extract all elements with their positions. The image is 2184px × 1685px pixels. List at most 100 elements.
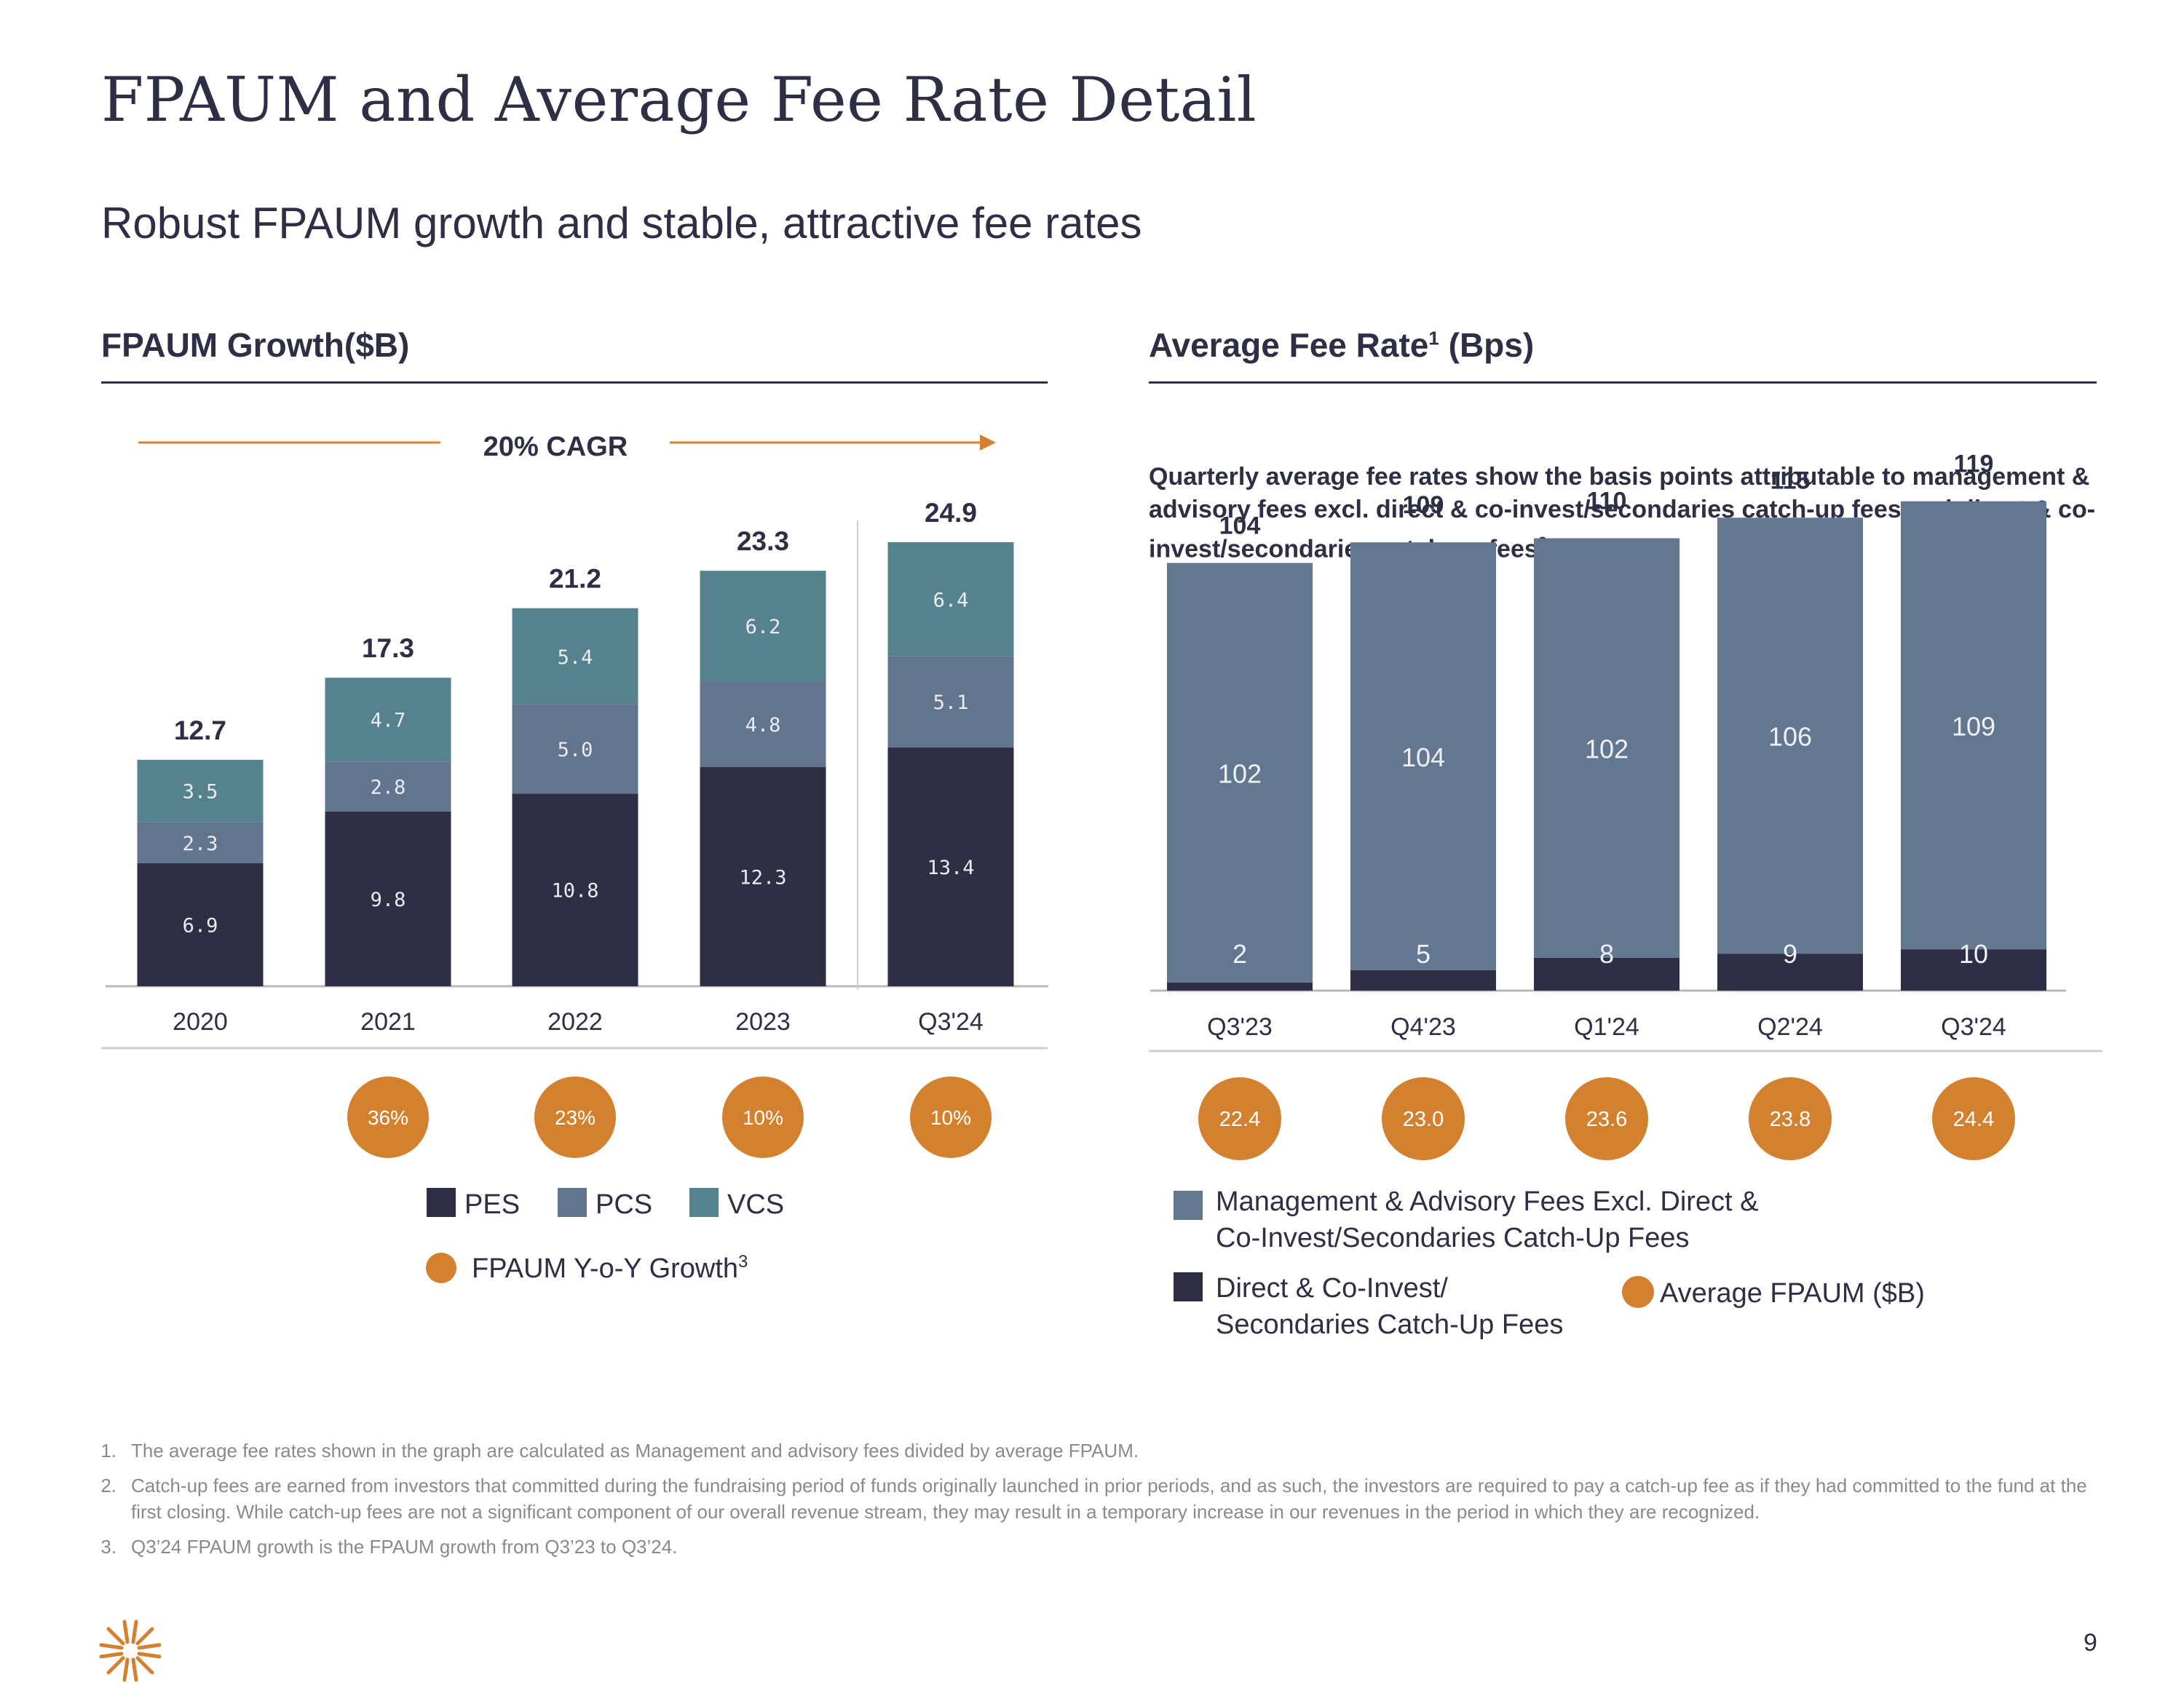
fpaum-bar-segment-pcs xyxy=(700,681,826,767)
fee-total-label: 115 xyxy=(1770,467,1811,494)
fee-bar-segment-catchup xyxy=(1717,953,1863,991)
fpaum-segment-label: 4.8 xyxy=(745,714,781,737)
fee-main-label: 102 xyxy=(1585,734,1629,764)
avg-fpaum-label: 23.8 xyxy=(1770,1108,1811,1131)
avg-fpaum-circle xyxy=(1565,1077,1648,1160)
fpaum-segment-label: 13.4 xyxy=(927,857,974,879)
fee-bar-segment-management xyxy=(1167,563,1313,983)
fee-bar-segment-catchup xyxy=(1167,982,1313,991)
fee-catchup-label: 10 xyxy=(1959,939,1988,969)
fpaum-growth-label: 23% xyxy=(555,1106,596,1129)
fee-category-label: Q1'24 xyxy=(1574,1013,1639,1041)
fpaum-category-label: 2023 xyxy=(735,1008,791,1036)
fpaum-bar-segment-pcs xyxy=(325,761,451,812)
cagr-arrowhead-icon xyxy=(980,435,996,451)
fpaum-growth-title: FPAUM Growth($B) xyxy=(101,326,410,364)
fpaum-segment-label: 9.8 xyxy=(371,889,406,911)
fpaum-segment-label: 4.7 xyxy=(371,710,406,732)
fee-main-label: 102 xyxy=(1218,759,1262,789)
legend-label-management-line2: Co-Invest/Secondaries Catch-Up Fees xyxy=(1216,1223,1690,1253)
footnote-number: 1. xyxy=(100,1440,116,1462)
fpaum-segment-label: 6.2 xyxy=(745,616,781,638)
fee-bar-segment-catchup xyxy=(1901,949,2046,991)
fee-bar-segment-catchup xyxy=(1350,970,1496,991)
fpaum-growth-label: 10% xyxy=(743,1106,783,1129)
legend-label-catchup-line2: Secondaries Catch-Up Fees xyxy=(1216,1309,1563,1340)
fpaum-category-label: Q3'24 xyxy=(918,1008,984,1036)
legend-swatch-management-fees xyxy=(1174,1191,1203,1220)
fpaum-bar-segment-vcs xyxy=(512,608,638,705)
fpaum-growth-circle xyxy=(347,1077,429,1158)
starburst-logo-icon xyxy=(99,1619,162,1682)
legend-avg-fpaum-dot-icon xyxy=(1622,1276,1654,1308)
fpaum-bar-segment-vcs xyxy=(325,678,451,762)
fee-main-label: 109 xyxy=(1952,712,1995,742)
fee-bar-segment-management xyxy=(1350,542,1496,970)
avg-fpaum-label: 24.4 xyxy=(1953,1108,1994,1131)
footnote-3: 3. Q3’24 FPAUM growth is the FPAUM growth… xyxy=(87,1534,2097,1560)
footnote-text: Catch-up fees are earned from investors … xyxy=(131,1475,2087,1523)
fee-catchup-label: 2 xyxy=(1233,939,1247,969)
fpaum-segment-label: 2.3 xyxy=(183,833,218,855)
fee-category-label: Q4'23 xyxy=(1390,1013,1456,1041)
footnote-number: 3. xyxy=(100,1536,116,1558)
fee-bar-segment-catchup xyxy=(1534,957,1679,991)
footnote-text: The average fee rates shown in the graph… xyxy=(131,1440,1139,1462)
legend-growth-dot-icon xyxy=(426,1253,456,1283)
fpaum-bar-segment-vcs xyxy=(887,542,1014,657)
footnote-1: 1. The average fee rates shown in the gra… xyxy=(87,1438,2097,1464)
fee-total-label: 110 xyxy=(1587,488,1627,515)
fpaum-bar-segment-pes xyxy=(137,863,264,986)
fpaum-segment-label: 6.9 xyxy=(183,914,218,937)
fpaum-bar-segment-pcs xyxy=(887,656,1014,748)
legend-swatch-vcs xyxy=(689,1188,719,1217)
fee-main-label: 104 xyxy=(1401,742,1445,772)
fpaum-segment-label: 3.5 xyxy=(183,781,218,804)
footnote-2: 2. Catch-up fees are earned from investor… xyxy=(87,1472,2097,1525)
fee-catchup-label: 5 xyxy=(1416,939,1431,969)
legend-growth-footnote-ref: 3 xyxy=(738,1252,748,1272)
footnote-text: Q3’24 FPAUM growth is the FPAUM growth f… xyxy=(131,1536,678,1558)
legend-label-pes: PES xyxy=(464,1189,520,1220)
fee-main-label: 106 xyxy=(1768,722,1812,752)
fee-category-label: Q2'24 xyxy=(1757,1013,1823,1041)
fpaum-growth-title-rule xyxy=(101,381,1048,384)
legend-swatch-pcs xyxy=(558,1188,587,1217)
avg-fpaum-circle xyxy=(1932,1077,2015,1160)
fpaum-growth-circle xyxy=(534,1077,616,1158)
fpaum-total-label: 12.7 xyxy=(174,715,226,745)
fee-title-footnote-ref: 1 xyxy=(1428,327,1439,349)
fpaum-segment-label: 5.0 xyxy=(558,739,593,761)
footnotes: 1. The average fee rates shown in the gra… xyxy=(87,1438,2097,1569)
avg-fpaum-circle xyxy=(1382,1077,1465,1160)
fee-total-label: 119 xyxy=(1954,451,1994,478)
fpaum-bar-segment-pcs xyxy=(512,704,638,794)
legend-growth-text: FPAUM Y-o-Y Growth xyxy=(472,1253,738,1284)
avg-fpaum-label: 22.4 xyxy=(1219,1108,1260,1131)
fee-bar-segment-management xyxy=(1717,518,1863,954)
fpaum-segment-label: 5.1 xyxy=(933,691,969,714)
fpaum-bar-segment-pes xyxy=(700,766,826,986)
fpaum-segment-label: 10.8 xyxy=(551,880,598,903)
fpaum-total-label: 24.9 xyxy=(925,498,977,528)
fee-bar-segment-management xyxy=(1901,501,2046,950)
legend-swatch-catchup-fees xyxy=(1174,1272,1203,1301)
fpaum-category-label: 2021 xyxy=(360,1008,416,1036)
fee-title-prefix: Average Fee Rate xyxy=(1149,326,1429,364)
fpaum-bar-segment-pes xyxy=(512,793,638,986)
page-number: 9 xyxy=(2084,1629,2097,1657)
fpaum-bar-segment-pcs xyxy=(137,822,264,863)
fpaum-segment-label: 12.3 xyxy=(739,866,786,889)
avg-fpaum-circle xyxy=(1749,1077,1832,1160)
fpaum-total-label: 23.3 xyxy=(737,526,789,556)
avg-fpaum-circle xyxy=(1198,1077,1281,1160)
fee-catchup-label: 8 xyxy=(1599,939,1614,969)
fee-total-label: 109 xyxy=(1403,491,1444,519)
page-subtitle: Robust FPAUM growth and stable, attracti… xyxy=(101,199,1142,247)
fpaum-segment-label: 5.4 xyxy=(558,646,593,669)
fpaum-bar-segment-vcs xyxy=(137,759,264,822)
legend-label-vcs: VCS xyxy=(727,1189,784,1220)
legend-swatch-pes xyxy=(427,1188,456,1217)
fpaum-total-label: 21.2 xyxy=(549,564,601,594)
